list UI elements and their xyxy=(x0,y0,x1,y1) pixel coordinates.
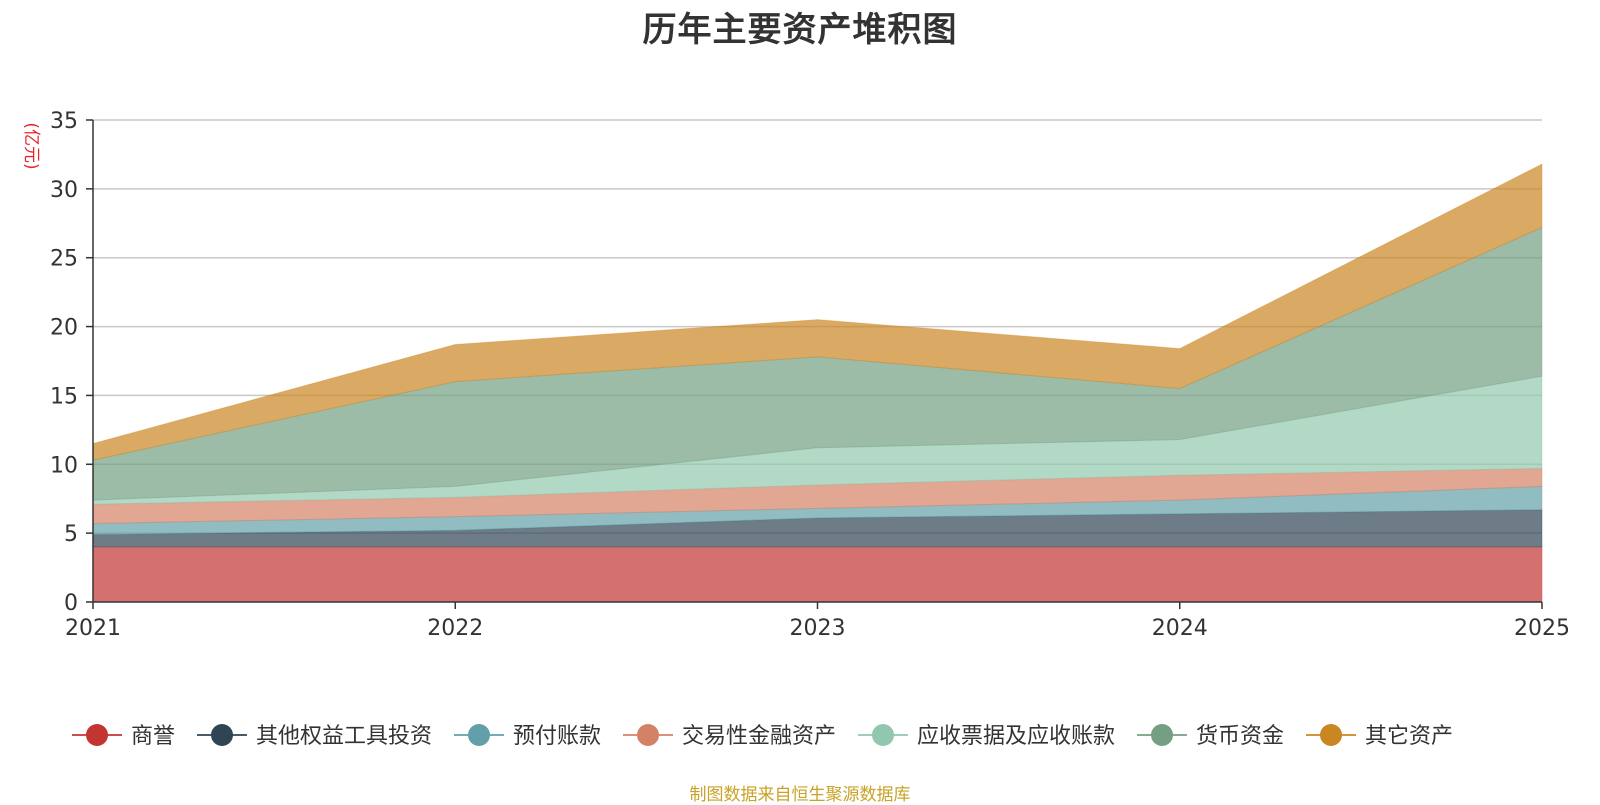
y-tick-label: 35 xyxy=(50,109,78,134)
legend-item: 预付账款 xyxy=(454,724,601,749)
area-series xyxy=(92,163,1543,603)
y-axis-unit-label: (亿元) xyxy=(21,122,41,169)
legend-marker xyxy=(637,724,659,746)
legend-label: 商誉 xyxy=(131,724,175,749)
legend-marker xyxy=(1151,724,1173,746)
x-tick-label: 2025 xyxy=(1514,616,1570,641)
legend-item: 交易性金融资产 xyxy=(623,724,836,749)
y-tick-label: 30 xyxy=(50,178,78,203)
legend-label: 交易性金融资产 xyxy=(682,724,836,749)
x-tick-label: 2023 xyxy=(790,616,846,641)
y-tick-label: 25 xyxy=(50,247,78,272)
legend-label: 其他权益工具投资 xyxy=(256,724,432,749)
y-tick-label: 15 xyxy=(50,384,78,409)
legend-marker xyxy=(211,724,233,746)
area-series xyxy=(92,226,1543,501)
legend-label: 预付账款 xyxy=(513,724,601,749)
legend-item: 其他权益工具投资 xyxy=(197,724,432,749)
legend-item: 商誉 xyxy=(72,724,175,749)
legend-item: 其它资产 xyxy=(1306,724,1453,749)
y-tick-label: 10 xyxy=(50,453,78,478)
area-series xyxy=(92,163,1543,461)
y-tick-label: 20 xyxy=(50,316,78,341)
legend-marker xyxy=(468,724,490,746)
source-note: 制图数据来自恒生聚源数据库 xyxy=(689,785,911,805)
y-tick-label: 5 xyxy=(64,522,78,547)
area-series xyxy=(92,546,1543,603)
legend-marker xyxy=(1320,724,1342,746)
area-series xyxy=(92,467,1543,525)
x-tick-label: 2022 xyxy=(427,616,483,641)
legend-label: 应收票据及应收账款 xyxy=(917,724,1115,749)
legend-marker xyxy=(86,724,108,746)
legend-item: 货币资金 xyxy=(1137,724,1284,749)
chart-title: 历年主要资产堆积图 xyxy=(642,10,958,50)
legend-item: 应收票据及应收账款 xyxy=(858,724,1115,749)
legend-marker xyxy=(872,724,894,746)
legend: 商誉 其他权益工具投资 预付账款 交易性金融资产 应收票据及应收账款 货币资金 其它资产 xyxy=(72,724,1453,749)
legend-label: 货币资金 xyxy=(1196,724,1284,749)
legend-label: 其它资产 xyxy=(1365,724,1453,749)
y-tick-label: 0 xyxy=(64,591,78,616)
x-tick-label: 2021 xyxy=(65,616,121,641)
x-tick-label: 2024 xyxy=(1152,616,1208,641)
